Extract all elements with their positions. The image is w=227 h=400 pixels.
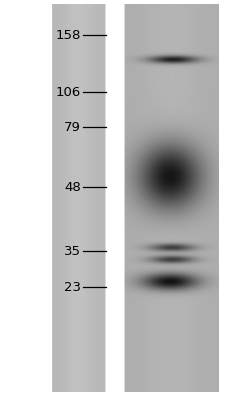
Text: 79: 79 [64,121,81,134]
Text: 23: 23 [64,281,81,294]
Text: 158: 158 [55,29,81,42]
Text: 35: 35 [64,245,81,258]
Text: 48: 48 [64,181,81,194]
Text: 106: 106 [55,86,81,98]
